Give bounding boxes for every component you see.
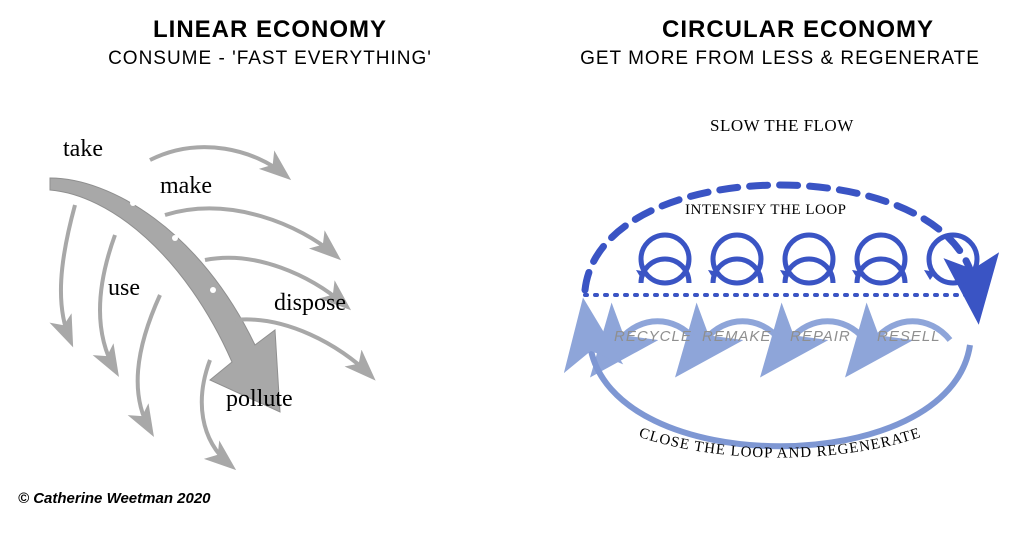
return-label-repair: REPAIR [790, 328, 851, 345]
slow-flow-label: SLOW THE FLOW [710, 116, 854, 136]
return-label-recycle: RECYCLE [614, 328, 692, 345]
intensify-loop-label: INTENSIFY THE LOOP [685, 202, 847, 219]
return-label-resell: RESELL [877, 328, 941, 345]
circular-diagram-svg: CLOSE THE LOOP AND REGENERATE [0, 0, 1024, 534]
intensify-loops [641, 235, 977, 283]
diagram-canvas: LINEAR ECONOMY CONSUME - 'FAST EVERYTHIN… [0, 0, 1024, 534]
return-label-remake: REMAKE [702, 328, 771, 345]
credit-line: © Catherine Weetman 2020 [18, 490, 211, 507]
